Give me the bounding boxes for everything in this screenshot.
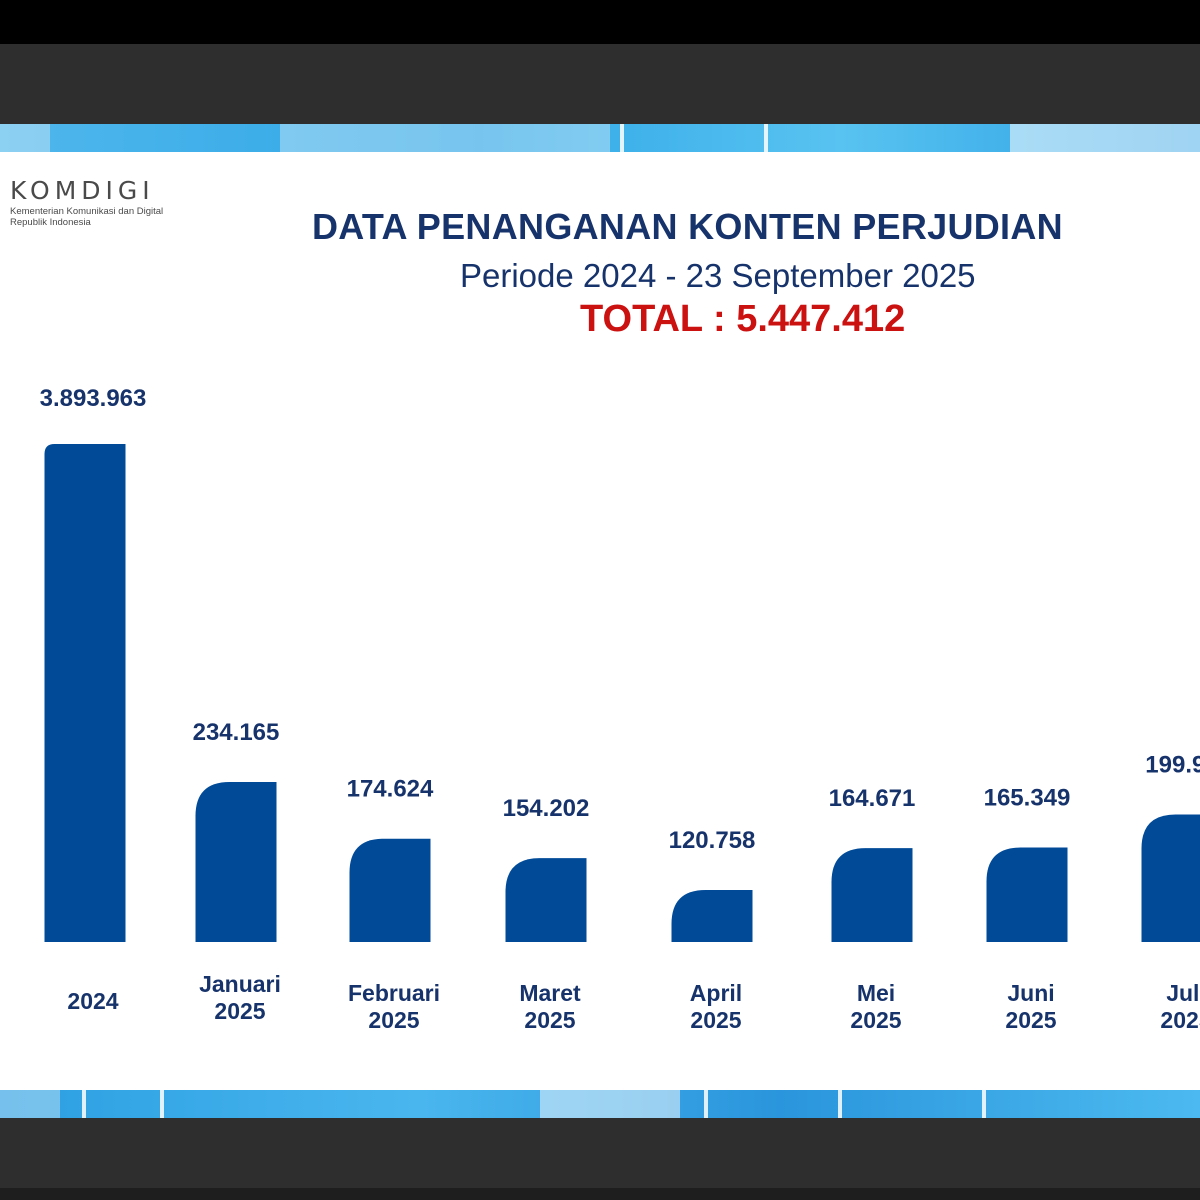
bottom-dark-strip xyxy=(0,1188,1200,1200)
bar-4 xyxy=(671,890,753,942)
category-label-3-0: Maret xyxy=(519,980,581,1006)
bar-6 xyxy=(986,847,1068,942)
bar-7 xyxy=(1141,814,1200,942)
logo-subtitle-line2: Republik Indonesia xyxy=(10,217,91,228)
top-decorative-band xyxy=(0,124,1200,152)
value-label-6: 165.349 xyxy=(984,785,1071,812)
chart-subtitle: Periode 2024 - 23 September 2025 xyxy=(460,257,976,294)
bar-1 xyxy=(195,782,277,942)
value-label-4: 120.758 xyxy=(669,827,756,854)
value-label-2: 174.624 xyxy=(347,776,434,803)
value-label-0: 3.893.963 xyxy=(40,385,147,412)
category-label-2-0: Februari xyxy=(348,980,440,1006)
category-label-7-0: Juli xyxy=(1166,980,1200,1006)
bar-2 xyxy=(349,838,431,942)
category-label-2-1: 2025 xyxy=(368,1007,419,1033)
top-black-bar xyxy=(0,0,1200,44)
bar-3 xyxy=(505,858,587,942)
category-label-5-0: Mei xyxy=(857,980,895,1006)
category-label-3-1: 2025 xyxy=(524,1007,575,1033)
bottom-decorative-band xyxy=(0,1090,1200,1118)
bar-5 xyxy=(831,848,913,942)
category-label-4-1: 2025 xyxy=(690,1007,741,1033)
value-label-7: 199.98 xyxy=(1145,752,1200,779)
bar-0 xyxy=(44,444,126,942)
category-label-7-1: 2025 xyxy=(1160,1007,1200,1033)
slide: KOMDIGI Kementerian Komunikasi dan Digit… xyxy=(0,124,1200,1118)
category-label-1-1: 2025 xyxy=(214,998,265,1024)
value-label-3: 154.202 xyxy=(503,795,590,822)
bar-chart: 3.893.9632024234.165Januari2025174.624Fe… xyxy=(40,385,1200,1033)
category-label-1-0: Januari xyxy=(199,971,281,997)
category-label-4-0: April xyxy=(690,980,742,1006)
category-label-0-0: 2024 xyxy=(67,988,118,1014)
komdigi-logo: KOMDIGI Kementerian Komunikasi dan Digit… xyxy=(10,176,163,228)
value-label-1: 234.165 xyxy=(193,719,280,746)
category-label-5-1: 2025 xyxy=(850,1007,901,1033)
total-value: TOTAL : 5.447.412 xyxy=(580,298,906,340)
category-label-6-1: 2025 xyxy=(1005,1007,1056,1033)
logo-wordmark: KOMDIGI xyxy=(10,176,155,205)
value-label-5: 164.671 xyxy=(829,785,916,812)
chart-title: DATA PENANGANAN KONTEN PERJUDIAN xyxy=(312,206,1063,247)
category-label-6-0: Juni xyxy=(1007,980,1054,1006)
logo-subtitle-line1: Kementerian Komunikasi dan Digital xyxy=(10,206,164,217)
